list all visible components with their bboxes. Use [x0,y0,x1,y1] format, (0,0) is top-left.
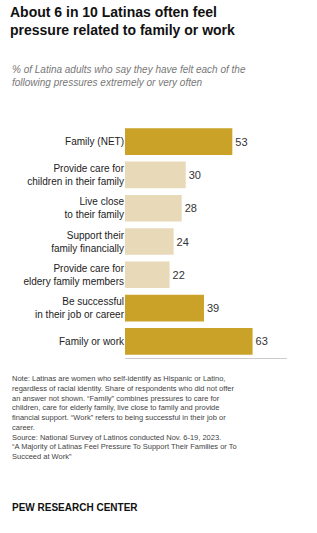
svg-text:Note: Latinas are women who se: Note: Latinas are women who self-identif… [12,374,237,461]
svg-text:Live closeto their family: Live closeto their family [65,196,125,220]
svg-text:About 6 in 10 Latinas often fe: About 6 in 10 Latinas often feelpressure… [10,4,235,38]
svg-text:22: 22 [173,269,185,281]
svg-text:% of Latina adults who say the: % of Latina adults who say they have fel… [12,64,246,88]
svg-text:28: 28 [185,202,197,214]
svg-text:PEW RESEARCH CENTER: PEW RESEARCH CENTER [12,502,138,513]
svg-text:39: 39 [207,302,219,314]
svg-text:Support theirfamily financiall: Support theirfamily financially [51,230,124,254]
svg-text:Be successfulin their job or c: Be successfulin their job or career [35,296,125,320]
svg-text:Family (NET): Family (NET) [65,136,124,147]
svg-text:53: 53 [235,136,247,148]
svg-text:Provide care foreldery family: Provide care foreldery family members [23,263,124,287]
svg-text:Family or work: Family or work [59,336,125,347]
svg-text:30: 30 [189,169,201,181]
svg-text:63: 63 [256,335,268,347]
svg-text:24: 24 [177,236,189,248]
svg-text:Provide care forchildren in th: Provide care forchildren in their family [27,163,124,187]
